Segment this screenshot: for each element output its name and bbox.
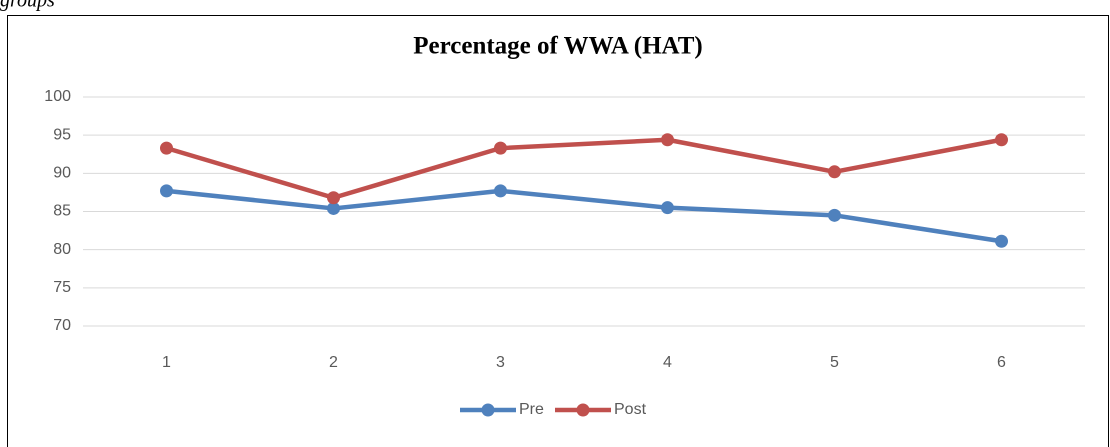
y-tick-label: 95 xyxy=(53,126,71,143)
point xyxy=(160,141,173,155)
x-tick-label: 6 xyxy=(997,354,1006,371)
x-tick-label: 1 xyxy=(162,354,171,371)
y-tick-label: 100 xyxy=(44,88,71,105)
y-tick-label: 80 xyxy=(53,241,71,258)
x-tick-label: 2 xyxy=(329,354,338,371)
legend-marker xyxy=(481,403,495,417)
point xyxy=(327,201,340,215)
series-line xyxy=(166,188,1002,244)
point xyxy=(160,184,173,198)
chart-title: Percentage of WWA (HAT) xyxy=(413,33,703,60)
y-tick-label: 75 xyxy=(53,279,71,296)
y-tick-label: 85 xyxy=(53,203,71,220)
point xyxy=(828,165,841,179)
x-tick-label: 4 xyxy=(663,354,672,371)
point xyxy=(828,208,841,222)
caption: groups xyxy=(0,0,55,12)
point xyxy=(494,184,507,198)
y-tick-label: 70 xyxy=(53,317,71,334)
point xyxy=(995,234,1008,248)
point xyxy=(661,201,674,215)
point xyxy=(327,191,340,205)
legend-label: Pre xyxy=(519,401,544,418)
legend-label: Post xyxy=(614,401,647,418)
x-tick-label: 5 xyxy=(830,354,839,371)
legend-marker xyxy=(576,403,590,417)
point xyxy=(494,141,507,155)
point xyxy=(661,133,674,147)
series-line xyxy=(165,137,1002,201)
x-tick-label: 3 xyxy=(496,354,505,371)
y-tick-label: 90 xyxy=(53,165,71,182)
point xyxy=(995,133,1008,147)
